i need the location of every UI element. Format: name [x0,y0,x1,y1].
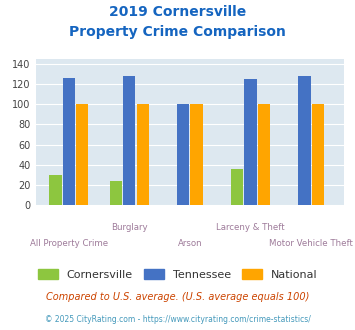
Bar [137,105,149,205]
Text: Compared to U.S. average. (U.S. average equals 100): Compared to U.S. average. (U.S. average … [46,292,309,302]
Bar [258,105,270,205]
Bar [244,80,257,205]
Bar [298,77,311,205]
Bar [177,105,189,205]
Text: © 2025 CityRating.com - https://www.cityrating.com/crime-statistics/: © 2025 CityRating.com - https://www.city… [45,315,310,324]
Text: Property Crime Comparison: Property Crime Comparison [69,25,286,39]
Bar [312,105,324,205]
Legend: Cornersville, Tennessee, National: Cornersville, Tennessee, National [33,265,322,284]
Text: Burglary: Burglary [111,223,148,232]
Bar [76,105,88,205]
Bar [123,77,136,205]
Text: All Property Crime: All Property Crime [30,239,108,248]
Text: Larceny & Theft: Larceny & Theft [216,223,285,232]
Text: Motor Vehicle Theft: Motor Vehicle Theft [269,239,353,248]
Bar [110,181,122,205]
Bar [49,175,62,205]
Bar [231,169,243,205]
Text: 2019 Cornersville: 2019 Cornersville [109,5,246,19]
Bar [191,105,203,205]
Bar [63,79,75,205]
Text: Arson: Arson [178,239,202,248]
